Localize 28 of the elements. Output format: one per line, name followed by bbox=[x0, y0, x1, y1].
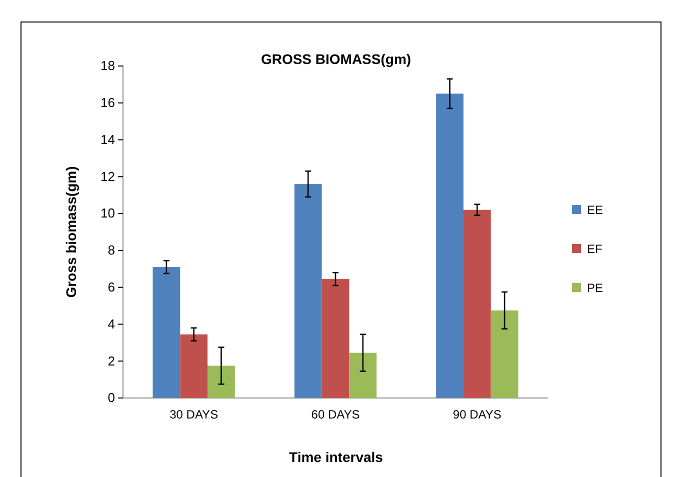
bar bbox=[152, 267, 180, 398]
y-tick-label: 12 bbox=[100, 168, 115, 184]
y-tick-label: 4 bbox=[108, 316, 115, 332]
bar bbox=[463, 210, 491, 398]
y-tick-label: 14 bbox=[100, 132, 115, 147]
x-tick-label: 60 DAYS bbox=[311, 408, 360, 422]
x-axis-title: Time intervals bbox=[289, 449, 384, 465]
legend-label: PE bbox=[587, 281, 604, 295]
bar bbox=[294, 184, 322, 398]
y-tick-label: 16 bbox=[100, 95, 115, 110]
y-tick-label: 10 bbox=[100, 206, 115, 221]
y-tick-label: 18 bbox=[100, 58, 115, 74]
y-tick-label: 2 bbox=[108, 353, 115, 368]
y-axis-title: Gross biomass(gm) bbox=[63, 166, 79, 298]
bar bbox=[349, 352, 377, 398]
legend-label: EE bbox=[587, 203, 604, 217]
chart-title: GROSS BIOMASS(gm) bbox=[260, 51, 412, 67]
legend-label: EF bbox=[587, 242, 602, 256]
bar bbox=[490, 310, 518, 398]
x-tick-label: 30 DAYS bbox=[170, 408, 218, 422]
bar bbox=[436, 94, 464, 398]
y-tick-label: 0 bbox=[108, 390, 115, 406]
y-tick-label: 6 bbox=[108, 279, 115, 294]
bar bbox=[180, 334, 208, 398]
bar bbox=[208, 366, 235, 398]
x-tick-label: 90 DAYS bbox=[452, 408, 502, 422]
y-tick-label: 8 bbox=[108, 242, 115, 258]
bar bbox=[322, 279, 350, 398]
